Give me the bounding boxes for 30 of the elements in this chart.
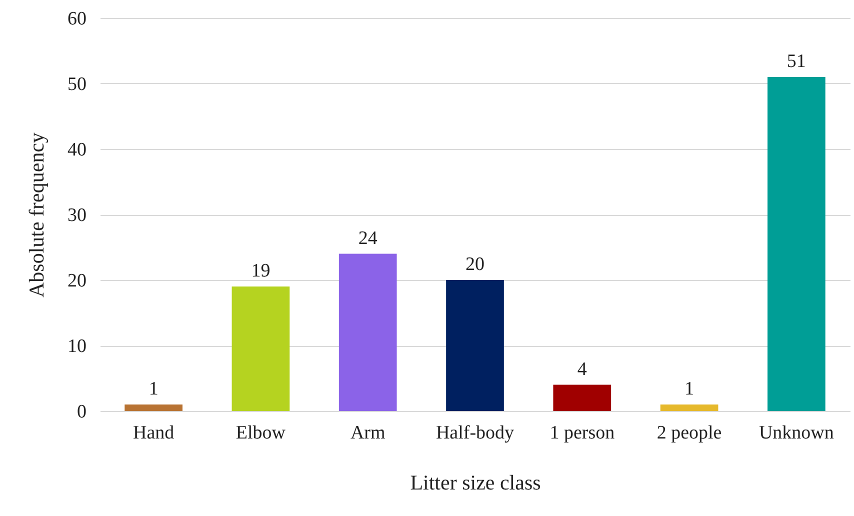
y-tick-label: 10	[68, 336, 86, 357]
x-tick-label: Elbow	[236, 422, 286, 444]
bar	[768, 76, 826, 411]
data-label: 20	[466, 254, 484, 275]
bar	[232, 286, 290, 411]
data-label: 19	[251, 260, 270, 282]
y-axis-title: Absolute frequency	[24, 132, 48, 298]
bar	[553, 384, 612, 411]
data-label: 51	[786, 50, 806, 72]
x-tick-label: Unknown	[758, 422, 834, 444]
data-label: 24	[358, 228, 378, 249]
bar	[338, 254, 397, 411]
x-tick-label: Hand	[132, 422, 175, 444]
bar	[660, 404, 718, 411]
data-label: 4	[577, 358, 588, 380]
x-tick-label: 2 people	[656, 422, 722, 444]
y-tick-label: 20	[68, 270, 86, 292]
x-tick-label: Arm	[350, 422, 386, 444]
x-tick-label: Half-body	[436, 422, 515, 444]
y-tick-label: 60	[68, 8, 86, 30]
x-axis-title: Litter size class	[410, 470, 541, 494]
y-tick-label: 50	[68, 74, 86, 95]
bar	[124, 404, 182, 411]
data-label: 1	[148, 378, 158, 400]
bar	[446, 280, 504, 411]
x-tick-label: 1 person	[550, 422, 616, 444]
y-tick-label: 30	[68, 205, 86, 226]
y-tick-label: 0	[77, 402, 86, 422]
y-tick-label: 40	[68, 140, 86, 160]
data-label: 1	[684, 378, 694, 400]
